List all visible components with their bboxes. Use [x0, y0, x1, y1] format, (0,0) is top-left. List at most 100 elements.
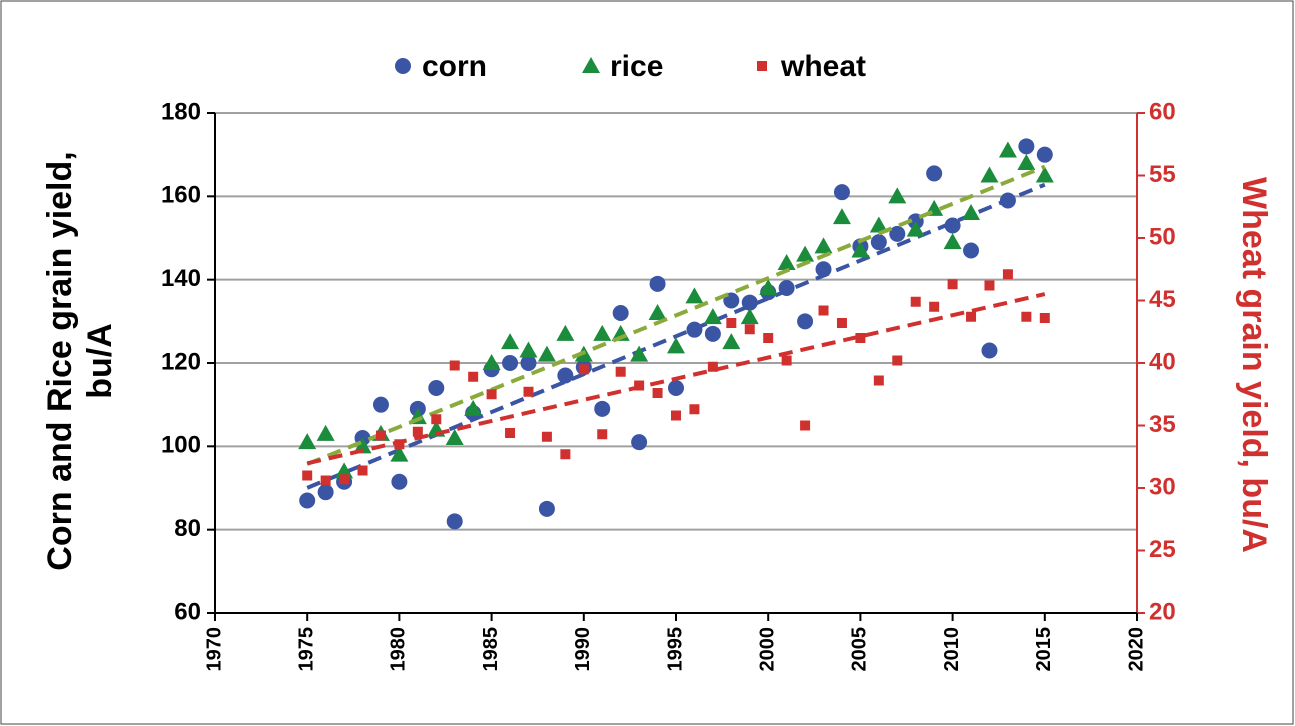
point — [316, 424, 335, 441]
point — [1021, 311, 1032, 322]
trend-line — [306, 292, 1046, 466]
y-tick-label: 100 — [161, 432, 201, 459]
y-tick-label: 140 — [161, 265, 201, 292]
point — [744, 324, 755, 335]
point — [1035, 166, 1054, 183]
point — [1039, 313, 1050, 323]
point — [943, 233, 962, 250]
y2-tick-label: 35 — [1149, 411, 1176, 438]
point — [1018, 138, 1035, 155]
point — [689, 404, 700, 415]
x-tick-label: 2005 — [849, 627, 871, 672]
point — [685, 287, 704, 304]
y2-tick-label: 40 — [1149, 348, 1176, 375]
point — [298, 433, 317, 450]
point — [446, 513, 463, 530]
point — [892, 355, 903, 366]
point — [818, 305, 829, 316]
point — [833, 184, 850, 201]
point — [998, 141, 1017, 158]
point — [556, 324, 575, 341]
x-tick-label: 1975 — [295, 627, 317, 672]
point — [981, 342, 998, 359]
point — [390, 445, 409, 462]
point — [851, 241, 870, 258]
point — [652, 388, 663, 398]
y2-tick-label: 60 — [1149, 98, 1176, 125]
legend-label: wheat — [780, 50, 866, 83]
trend-line — [306, 164, 1046, 466]
point — [763, 333, 774, 343]
point — [855, 333, 866, 343]
point — [560, 449, 571, 460]
point — [873, 375, 884, 386]
point — [963, 242, 980, 259]
x-tick-label: 2020 — [1125, 627, 1147, 672]
point — [869, 216, 888, 233]
legend-label: corn — [422, 50, 487, 83]
point — [449, 360, 460, 371]
point — [814, 237, 833, 254]
point — [671, 410, 681, 421]
point — [870, 234, 887, 251]
point — [375, 430, 386, 441]
x-tick-label: 1980 — [388, 627, 410, 672]
point — [984, 280, 995, 291]
point — [538, 500, 555, 517]
point — [541, 431, 552, 442]
point — [482, 354, 501, 370]
point — [372, 396, 389, 413]
y2-tick-label: 20 — [1149, 598, 1176, 625]
point — [797, 313, 814, 330]
y-tick-label: 160 — [161, 182, 201, 209]
x-tick-label: 1985 — [480, 627, 502, 672]
point — [668, 380, 684, 396]
y2-tick-label: 55 — [1149, 161, 1176, 188]
y2-tick-label: 25 — [1149, 536, 1176, 563]
point — [962, 204, 981, 220]
point — [649, 275, 666, 292]
point — [703, 308, 722, 325]
point — [615, 366, 626, 377]
point — [578, 364, 589, 375]
point — [320, 475, 331, 486]
legend-marker — [395, 58, 411, 74]
y-axis-title: bu/A — [81, 323, 119, 399]
point — [445, 429, 464, 445]
point — [464, 399, 483, 416]
point — [888, 187, 907, 204]
point — [519, 341, 538, 358]
point — [612, 305, 629, 321]
point — [910, 296, 921, 307]
point — [502, 355, 519, 371]
x-tick-label: 1995 — [664, 627, 686, 672]
y-axis-title: Corn and Rice grain yield, — [41, 151, 79, 570]
legend-label: rice — [610, 50, 663, 83]
point — [593, 324, 612, 341]
point — [631, 434, 648, 451]
point — [726, 318, 737, 328]
point — [800, 420, 811, 431]
point — [1017, 154, 1036, 170]
y2-tick-label: 50 — [1149, 223, 1176, 250]
point — [889, 225, 906, 242]
point — [597, 429, 608, 440]
point — [431, 414, 442, 425]
point — [505, 428, 516, 438]
x-tick-label: 2000 — [756, 627, 778, 672]
point — [836, 318, 847, 328]
point — [339, 474, 350, 485]
point — [357, 465, 368, 476]
y2-axis-title: Wheat grain yield, bu/A — [1235, 177, 1273, 553]
point — [1002, 269, 1013, 280]
point — [648, 304, 667, 320]
point — [630, 345, 649, 362]
x-tick-label: 1990 — [572, 627, 594, 672]
point — [412, 426, 423, 437]
point — [944, 217, 961, 234]
point — [929, 301, 940, 312]
point — [707, 361, 718, 372]
point — [926, 165, 943, 182]
